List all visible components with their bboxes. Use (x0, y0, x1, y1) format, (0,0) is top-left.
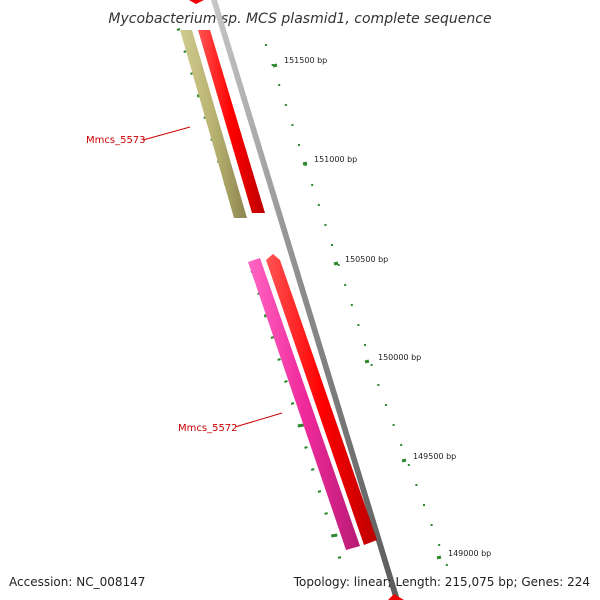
ruler-dot (370, 364, 373, 366)
strand-tick (324, 512, 328, 515)
ruler-dot (278, 84, 281, 86)
tick-label-149500: 149500 bp (413, 452, 456, 461)
strand-tick (317, 490, 322, 493)
sequence-backbone (211, 0, 400, 600)
tick-label-149000: 149000 bp (448, 549, 491, 558)
gene-bar-mmcs-5572[interactable] (248, 258, 360, 550)
gene-label-mmcs-5572[interactable]: Mmcs_5572 (178, 423, 238, 434)
gene-label-mmcs-5573[interactable]: Mmcs_5573 (86, 135, 146, 146)
ruler-dot (400, 444, 403, 446)
ruler-dot (304, 164, 307, 166)
ruler-dot (392, 424, 395, 426)
ruler-dot (357, 324, 360, 326)
ruler-major-ticks (272, 63, 442, 560)
cds-arrow-bottom (388, 594, 404, 600)
strand-tick (304, 446, 308, 449)
ruler-dot (423, 504, 425, 506)
ruler-dot (407, 464, 410, 466)
ruler-labels: 151500 bp 151000 bp 150500 bp 150000 bp … (284, 56, 491, 558)
gene-label-group-5572: Mmcs_5572 (178, 412, 283, 434)
strand-tick (290, 402, 295, 405)
major-tick-149500 (401, 458, 407, 463)
ruler-dot (291, 124, 294, 126)
gene-label-group-5573: Mmcs_5573 (86, 126, 191, 146)
strand-tick (270, 336, 275, 339)
cds-bar-lower[interactable] (266, 254, 377, 545)
ruler-dot (364, 344, 366, 346)
strand-tick (331, 533, 338, 538)
ruler-dot (445, 564, 448, 566)
summary-label: Topology: linear; Length: 215,075 bp; Ge… (293, 575, 590, 589)
ruler-dot (438, 544, 441, 546)
major-tick-151500 (272, 63, 278, 68)
major-tick-150500 (333, 261, 339, 266)
leader-line-5573 (142, 126, 191, 141)
ruler-dot (317, 204, 320, 206)
major-tick-149000 (436, 555, 442, 560)
ruler-dot (337, 264, 340, 266)
ruler-dot (344, 284, 347, 286)
tick-label-151000: 151000 bp (314, 155, 357, 164)
tick-label-150000: 150000 bp (378, 353, 421, 362)
strand-tick (176, 28, 181, 31)
ruler-dot (271, 64, 274, 66)
strand-tick (277, 358, 281, 361)
ruler-dot (298, 144, 300, 146)
strand-tick (337, 556, 342, 559)
ruler-dot (324, 224, 327, 226)
map-title: Mycobacterium sp. MCS plasmid1, complete… (108, 11, 491, 27)
major-tick-151000 (302, 161, 308, 166)
ruler-dot (415, 484, 418, 486)
ruler-dot (430, 524, 433, 526)
major-tick-150000 (364, 359, 370, 364)
ruler-dot (331, 244, 333, 246)
cds-bar-upper[interactable] (198, 30, 265, 213)
strand-tick (310, 468, 315, 471)
ruler-dot (385, 404, 387, 406)
ruler-dots (265, 44, 448, 566)
tick-label-150500: 150500 bp (345, 255, 388, 264)
gene-bar-mmcs-5573[interactable] (180, 30, 247, 218)
cds-arrow-top (189, 0, 204, 4)
ruler-dot (265, 44, 267, 46)
strand-tick (284, 380, 288, 383)
accession-label: Accession: NC_008147 (9, 575, 145, 589)
ruler-dot (284, 104, 287, 106)
leader-line-5572 (234, 412, 283, 428)
ruler-dot (311, 184, 314, 186)
ruler-dot (377, 384, 380, 386)
ruler-dot (350, 304, 353, 306)
tick-label-151500: 151500 bp (284, 56, 327, 65)
strand-tick (297, 423, 305, 428)
